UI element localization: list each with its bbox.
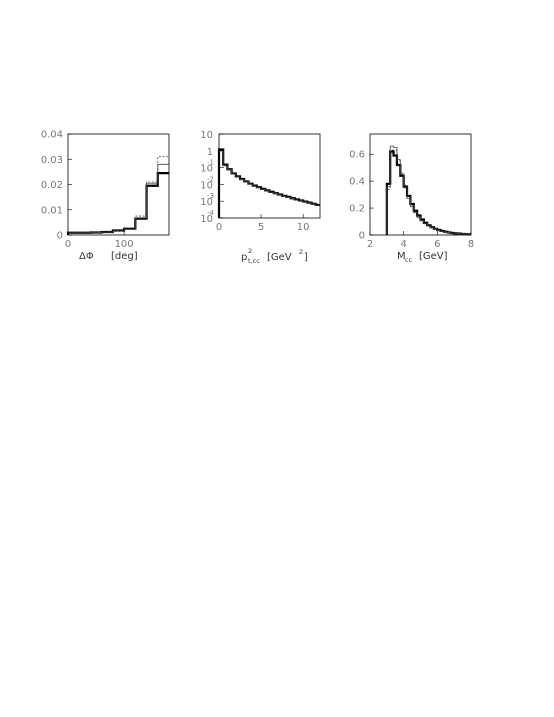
- chart-panel-3: 2 4 6 8 0 0.2 0.4 0.6 M cc [GeV]: [349, 133, 474, 264]
- y-tick-label: 0.02: [41, 180, 63, 191]
- x-tick-label: 4: [400, 239, 406, 250]
- y-tick-label: 1: [207, 147, 213, 158]
- series-line-2: [218, 150, 320, 218]
- x-tick-label: 6: [434, 239, 440, 250]
- y-tick-exponent: -1: [207, 159, 214, 167]
- x-axis-unit-close: ]: [304, 252, 308, 263]
- x-axis-label: M: [397, 251, 406, 262]
- y-tick-label: 0: [57, 231, 63, 242]
- chart-panel-1: 0 100 0 0.01 0.02 0.03 0.04 ΔΦ [deg]: [41, 130, 170, 262]
- y-tick-label: 10: [200, 214, 213, 225]
- x-tick-label: 8: [468, 239, 474, 250]
- x-axis-unit: [deg]: [111, 251, 138, 262]
- y-tick-label: 0.2: [349, 204, 365, 215]
- x-axis-label: ΔΦ: [79, 251, 94, 262]
- x-axis-label-subscript: t,cc: [248, 257, 260, 265]
- y-tick-label: 10: [200, 197, 213, 208]
- y-tick-exponent: -4: [207, 209, 215, 217]
- series-line-2: [67, 163, 169, 235]
- y-tick-exponent: -3: [207, 192, 214, 200]
- y-tick-label: 10: [200, 130, 213, 141]
- x-tick-label: 5: [258, 222, 264, 233]
- x-axis-unit: [GeV]: [419, 251, 448, 262]
- x-tick-label: 2: [367, 239, 373, 250]
- x-tick-label: 10: [297, 222, 310, 233]
- y-tick-exponent: -2: [207, 175, 214, 183]
- x-axis-unit: [GeV: [267, 252, 292, 263]
- y-tick-label: 0.03: [41, 155, 63, 166]
- plot-frame: [218, 133, 321, 219]
- y-tick-label: 0.4: [349, 177, 365, 188]
- x-tick-label: 0: [216, 222, 222, 233]
- x-axis-label: p: [241, 252, 247, 263]
- x-axis-label-subscript: cc: [405, 256, 413, 264]
- y-tick-label: 10: [200, 164, 213, 175]
- series-line-3: [386, 149, 471, 235]
- plot-frame: [369, 133, 472, 236]
- y-tick-label: 0: [359, 231, 365, 242]
- x-tick-label: 100: [115, 239, 134, 250]
- x-axis-unit-superscript: 2: [299, 248, 303, 256]
- x-tick-label: 0: [65, 239, 71, 250]
- y-tick-label: 10: [200, 180, 213, 191]
- y-tick-label: 0.6: [349, 150, 365, 161]
- series-line-3: [67, 156, 169, 235]
- plot-frame: [67, 133, 170, 236]
- x-axis-label-superscript: 2: [248, 247, 252, 255]
- series-line-1: [385, 150, 471, 236]
- y-tick-label: 0.01: [41, 205, 63, 216]
- series-line-2: [386, 145, 471, 235]
- y-tick-label: 0.04: [41, 130, 63, 141]
- series-line-1: [66, 172, 169, 235]
- series-line-1: [217, 148, 320, 218]
